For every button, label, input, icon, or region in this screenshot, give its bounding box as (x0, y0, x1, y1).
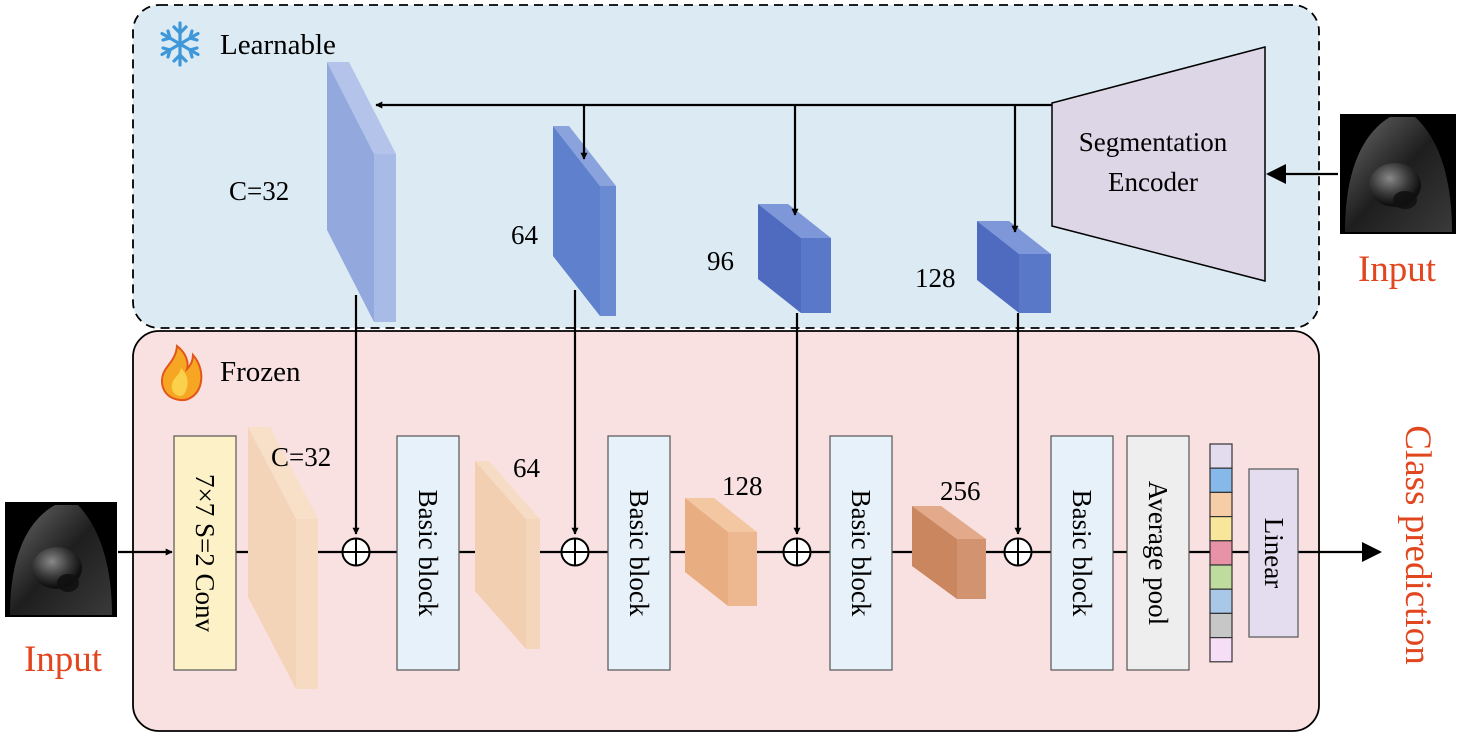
sum-node-3 (782, 537, 812, 567)
feature-vector-cell (1209, 636, 1233, 663)
basic-block-3: Basic block (829, 435, 893, 671)
feature-vector-cell (1209, 612, 1233, 639)
encoder-feature-96 (758, 204, 831, 313)
ultrasound-image-right (1340, 114, 1456, 234)
linear-block: Linear (1248, 468, 1299, 638)
basic-block-1: Basic block (396, 435, 460, 671)
classifier-feature-256 (912, 506, 986, 599)
basic-block-4-label: Basic block (1067, 490, 1097, 617)
segmentation-encoder-line1: Segmentation (1079, 127, 1228, 157)
sum-node-1 (341, 537, 371, 567)
feature-vector-cell (1209, 540, 1233, 566)
sum-node-2 (560, 537, 590, 567)
encoder-feature-96-label: 96 (707, 246, 734, 276)
right-input-label: Input (1358, 249, 1437, 290)
classifier-feature-32 (248, 427, 318, 689)
segmentation-encoder-line2: Encoder (1108, 167, 1198, 197)
encoder-output-bus (375, 101, 1052, 233)
feature-vector (1209, 443, 1233, 663)
encoder-feature-64-label: 64 (511, 220, 539, 250)
feature-vector-cell (1209, 443, 1233, 469)
basic-block-4: Basic block (1050, 435, 1114, 671)
class-prediction-label: Class prediction (1397, 425, 1438, 664)
basic-block-1-label: Basic block (413, 490, 443, 617)
segmentation-encoder: Segmentation Encoder (1051, 46, 1266, 282)
ultrasound-image-left (5, 502, 117, 617)
feature-vector-cell (1209, 467, 1233, 494)
average-pool-label: Average pool (1143, 481, 1173, 625)
classifier-feature-64-label: 64 (513, 453, 541, 483)
classifier-feature-64 (475, 461, 540, 649)
frozen-label: Frozen (220, 356, 301, 388)
classifier-feature-32-label: C=32 (271, 442, 331, 472)
classifier-feature-128-label: 128 (722, 471, 763, 501)
encoder-feature-32-label: C=32 (229, 176, 289, 206)
encoder-feature-128 (977, 221, 1051, 313)
feature-vector-cell (1209, 588, 1233, 615)
flame-icon (161, 344, 203, 402)
feature-vector-cell (1209, 564, 1233, 590)
conv-7x7-label: 7×7 S=2 Conv (190, 474, 220, 632)
feature-vector-cell (1209, 515, 1233, 542)
encoder-feature-64 (553, 126, 616, 316)
sum-node-4 (1003, 537, 1033, 567)
conv-7x7-block: 7×7 S=2 Conv (173, 435, 237, 671)
snowflake-icon (160, 21, 200, 67)
classifier-feature-128 (685, 498, 757, 606)
classifier-feature-256-label: 256 (940, 476, 981, 506)
linear-label: Linear (1259, 518, 1289, 588)
basic-block-2-label: Basic block (624, 490, 654, 617)
learnable-label: Learnable (220, 29, 336, 61)
encoder-feature-128-label: 128 (915, 263, 956, 293)
left-input-label: Input (24, 639, 103, 680)
feature-fusion-connectors (352, 290, 1022, 535)
basic-block-3-label: Basic block (846, 490, 876, 617)
feature-vector-cell (1209, 491, 1233, 518)
average-pool-block: Average pool (1126, 435, 1190, 671)
basic-block-2: Basic block (607, 435, 671, 671)
encoder-feature-32 (327, 62, 396, 322)
